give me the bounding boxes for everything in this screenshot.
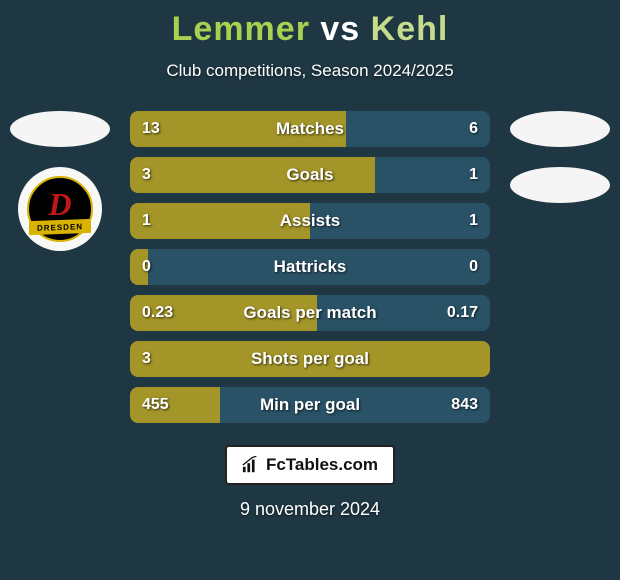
site-name: FcTables.com: [266, 455, 378, 475]
stat-value-left: 455: [142, 396, 169, 414]
player2-photo-placeholder: [510, 111, 610, 147]
bar-chart-icon: [242, 456, 260, 474]
stat-label: Goals: [286, 165, 333, 185]
stat-bar: 0 0 Hattricks: [130, 249, 490, 285]
stat-label: Shots per goal: [251, 349, 369, 369]
stat-bar: 455 843 Min per goal: [130, 387, 490, 423]
stat-value-left: 0.23: [142, 304, 173, 322]
badge-letter: D: [48, 186, 71, 223]
stat-bar: 0.23 0.17 Goals per match: [130, 295, 490, 331]
title-player2: Kehl: [371, 10, 449, 48]
stat-value-left: 13: [142, 120, 160, 138]
player2-club-badge-placeholder: [510, 167, 610, 203]
page-title: Lemmer vs Kehl: [0, 10, 620, 49]
title-vs: vs: [320, 10, 360, 48]
title-player1: Lemmer: [172, 10, 310, 48]
badge-ribbon: DRESDEN: [29, 219, 91, 235]
stat-bar: 1 1 Assists: [130, 203, 490, 239]
stat-label: Assists: [280, 211, 340, 231]
stat-value-right: 0: [469, 258, 478, 276]
right-side-column: [510, 111, 610, 203]
stat-bars: 13 6 Matches 3 1 Goals 1 1 Assists 0 0 Hattricks 0.2…: [130, 111, 490, 423]
stat-value-right: 1: [469, 212, 478, 230]
date-text: 9 november 2024: [0, 499, 620, 520]
stat-label: Goals per match: [243, 303, 376, 323]
stat-label: Matches: [276, 119, 344, 139]
stat-label: Hattricks: [274, 257, 347, 277]
stat-value-right: 0.17: [447, 304, 478, 322]
player1-photo-placeholder: [10, 111, 110, 147]
stat-value-left: 1: [142, 212, 151, 230]
stat-value-right: 6: [469, 120, 478, 138]
subtitle: Club competitions, Season 2024/2025: [0, 61, 620, 81]
stat-value-left: 0: [142, 258, 151, 276]
content-area: D DRESDEN 13 6 Matches 3 1 Goals 1 1 Assists 0 0 Ha…: [0, 111, 620, 423]
stat-value-left: 3: [142, 350, 151, 368]
left-side-column: D DRESDEN: [10, 111, 110, 251]
stat-fill-left: [130, 157, 375, 193]
stat-label: Min per goal: [260, 395, 360, 415]
stat-bar: 3 Shots per goal: [130, 341, 490, 377]
stat-value-right: 843: [451, 396, 478, 414]
stat-value-right: 1: [469, 166, 478, 184]
comparison-infographic: Lemmer vs Kehl Club competitions, Season…: [0, 0, 620, 580]
stat-bar: 13 6 Matches: [130, 111, 490, 147]
badge-inner: D DRESDEN: [27, 176, 93, 242]
stat-bar: 3 1 Goals: [130, 157, 490, 193]
stat-value-left: 3: [142, 166, 151, 184]
site-badge[interactable]: FcTables.com: [225, 445, 395, 485]
player1-club-badge: D DRESDEN: [18, 167, 102, 251]
